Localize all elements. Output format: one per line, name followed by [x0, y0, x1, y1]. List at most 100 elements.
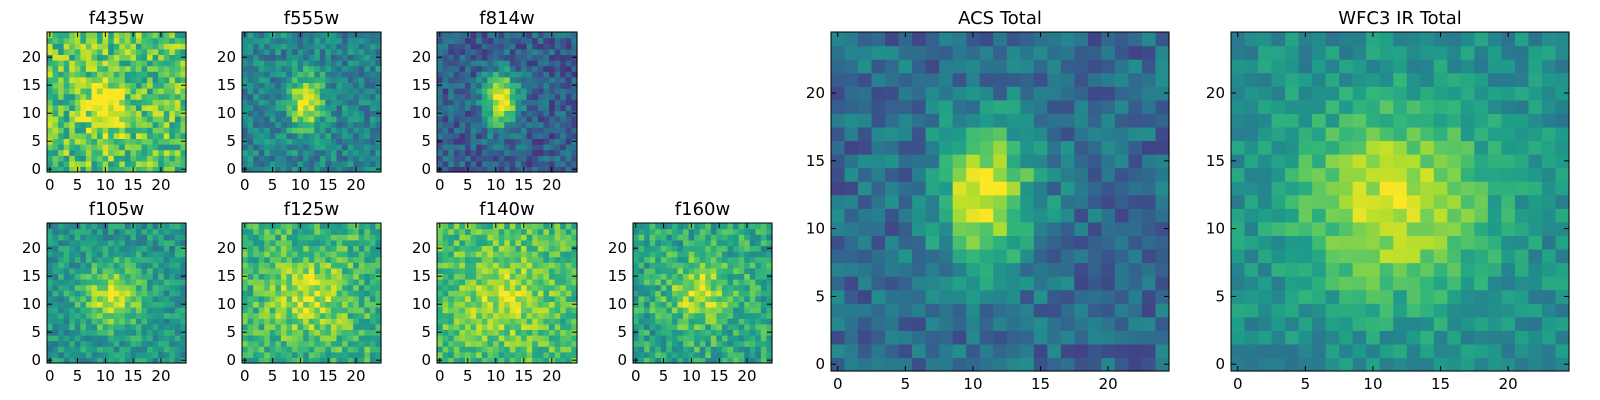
heatmap-cell — [253, 262, 260, 269]
heatmap-cell — [738, 290, 745, 297]
heatmap-cell — [242, 104, 249, 111]
heatmap-cell — [347, 60, 354, 67]
heatmap-cell — [108, 82, 115, 89]
heatmap-cell — [1074, 289, 1089, 304]
heatmap-cell — [286, 279, 293, 286]
heatmap-cell — [52, 82, 59, 89]
heatmap-cell — [470, 144, 477, 151]
heatmap-cell — [63, 76, 70, 83]
heatmap-cell — [74, 138, 81, 145]
heatmap-cell — [63, 82, 70, 89]
heatmap-cell — [515, 301, 522, 308]
heatmap-cell — [716, 267, 723, 274]
heatmap-cell — [147, 37, 154, 44]
heatmap-cell — [858, 357, 873, 372]
heatmap-cell — [844, 167, 859, 182]
heatmap-cell — [258, 160, 265, 167]
heatmap-cell — [470, 104, 477, 111]
heatmap-cell — [275, 144, 282, 151]
heatmap-cell — [655, 301, 662, 308]
heatmap-cell — [264, 138, 271, 145]
heatmap-cell — [727, 323, 734, 330]
panel-title: f125w — [284, 199, 339, 220]
heatmap-cell — [347, 54, 354, 61]
heatmap-cell — [375, 99, 382, 106]
heatmap-cell — [515, 357, 522, 364]
heatmap-cell — [264, 239, 271, 246]
heatmap-cell — [638, 251, 645, 258]
heatmap-cell — [135, 155, 143, 162]
heatmap-cell — [325, 54, 332, 61]
heatmap-cell — [258, 93, 265, 100]
heatmap-cell — [549, 116, 556, 123]
heatmap-cell — [532, 323, 539, 330]
heatmap-cell — [141, 48, 148, 55]
heatmap-cell — [521, 346, 528, 353]
heatmap-cell — [264, 121, 271, 128]
heatmap-cell — [560, 312, 567, 319]
heatmap-cell — [666, 357, 673, 364]
heatmap-cell — [437, 279, 444, 286]
heatmap-cell — [710, 245, 717, 252]
heatmap-cell — [655, 239, 662, 246]
heatmap-cell — [465, 323, 472, 330]
heatmap-cell — [565, 357, 572, 364]
heatmap-cell — [560, 71, 567, 78]
heatmap-cell — [966, 316, 981, 331]
heatmap-cell — [124, 267, 131, 274]
heatmap-cell — [912, 357, 927, 372]
heatmap-cell — [521, 93, 528, 100]
heatmap-cell — [258, 323, 265, 330]
heatmap-cell — [91, 284, 98, 291]
heatmap-cell — [147, 166, 154, 173]
heatmap-cell — [755, 228, 762, 235]
heatmap-cell — [297, 340, 304, 347]
heatmap-cell — [459, 54, 466, 61]
heatmap-cell — [330, 82, 338, 89]
heatmap-cell — [119, 132, 126, 139]
heatmap-cell — [481, 284, 488, 291]
heatmap-cell — [666, 318, 673, 325]
heatmap-cell — [699, 284, 706, 291]
heatmap-cell — [135, 267, 143, 274]
heatmap-cell — [269, 251, 276, 258]
heatmap-cell — [319, 37, 326, 44]
heatmap-cell — [247, 335, 254, 342]
heatmap-cell — [683, 290, 690, 297]
heatmap-cell — [297, 228, 304, 235]
heatmap-cell — [130, 267, 137, 274]
heatmap-cell — [275, 318, 282, 325]
heatmap-cell — [721, 323, 729, 330]
heatmap-cell — [493, 65, 500, 72]
heatmap-cell — [80, 323, 87, 330]
heatmap-cell — [979, 235, 994, 250]
heatmap-cell — [108, 32, 115, 39]
heatmap-cell — [353, 121, 360, 128]
heatmap-cell — [174, 290, 182, 297]
heatmap-cell — [135, 318, 143, 325]
heatmap-cell — [470, 234, 477, 241]
heatmap-cell — [1128, 262, 1143, 277]
heatmap-cell — [465, 262, 472, 269]
heatmap-cell — [760, 307, 768, 314]
heatmap-cell — [303, 351, 310, 358]
heatmap-cell — [113, 335, 120, 342]
heatmap-cell — [91, 104, 98, 111]
heatmap-cell — [97, 357, 104, 364]
heatmap-cell — [721, 267, 729, 274]
heatmap-cell — [91, 256, 98, 263]
heatmap-cell — [174, 144, 182, 151]
heatmap-cell — [498, 239, 505, 246]
heatmap-cell — [97, 279, 104, 286]
heatmap-cell — [80, 132, 87, 139]
heatmap-cell — [141, 357, 148, 364]
heatmap-cell — [286, 43, 293, 50]
heatmap-cell — [733, 307, 740, 314]
heatmap-cell — [755, 251, 762, 258]
heatmap-cell — [749, 284, 756, 291]
heatmap-cell — [1101, 289, 1116, 304]
heatmap-cell — [325, 290, 332, 297]
heatmap-cell — [180, 43, 187, 50]
heatmap-cell — [560, 256, 567, 263]
heatmap-cell — [102, 110, 109, 117]
